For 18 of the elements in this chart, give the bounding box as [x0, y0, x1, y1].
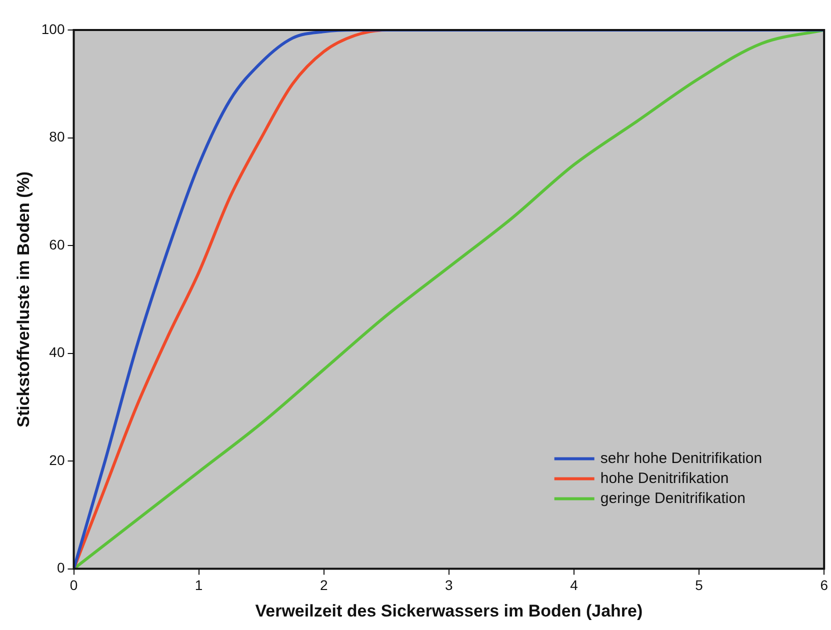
y-tick-label: 80: [49, 128, 65, 145]
legend-label: sehr hohe Denitrifikation: [600, 450, 762, 467]
x-tick-label: 6: [820, 577, 828, 594]
y-axis-title: Stickstoffverluste im Boden (%): [14, 171, 33, 428]
x-tick-label: 4: [570, 577, 578, 594]
y-tick-label: 100: [41, 20, 65, 37]
legend-label: geringe Denitrifikation: [600, 490, 746, 507]
x-tick-label: 5: [695, 577, 704, 594]
x-tick-label: 0: [70, 577, 78, 594]
x-tick-label: 2: [320, 577, 328, 594]
legend-label: hohe Denitrifikation: [600, 470, 729, 487]
y-tick-label: 60: [49, 236, 65, 252]
y-tick-label: 20: [49, 452, 65, 468]
y-tick-label: 40: [49, 344, 65, 360]
x-tick-label: 3: [445, 577, 454, 594]
x-tick-label: 1: [194, 577, 203, 594]
y-tick-label: 0: [56, 560, 65, 576]
x-axis-title: Verweilzeit des Sickerwassers im Boden (Jahre): [255, 601, 643, 620]
